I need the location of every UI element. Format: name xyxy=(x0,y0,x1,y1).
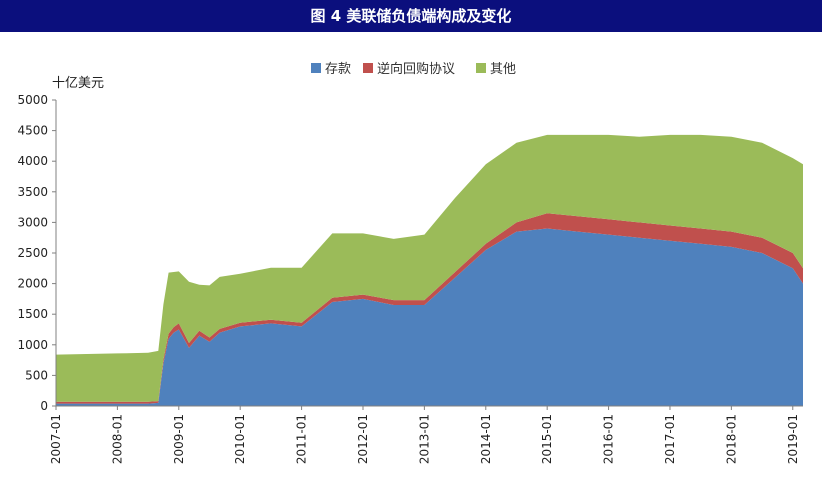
y-tick-label: 500 xyxy=(25,368,48,382)
x-tick-label: 2009-01 xyxy=(172,414,186,464)
area-other xyxy=(56,134,803,402)
y-tick-label: 2000 xyxy=(17,277,48,291)
title-bar xyxy=(0,0,822,32)
legend-swatch-deposits xyxy=(311,63,321,73)
y-tick-label: 0 xyxy=(40,399,48,413)
y-tick-label: 3000 xyxy=(17,215,48,229)
legend: 存款 逆向回购协议 其他 xyxy=(311,61,516,77)
y-tick-label: 2500 xyxy=(17,246,48,260)
y-tick-label: 4000 xyxy=(17,154,48,168)
legend-label-other: 其他 xyxy=(490,62,516,77)
legend-swatch-repo xyxy=(363,63,373,73)
y-tick-label: 1000 xyxy=(17,338,48,352)
x-tick-label: 2016-01 xyxy=(602,414,616,464)
x-tick-label: 2010-01 xyxy=(233,414,247,464)
y-axis-unit-label: 十亿美元 xyxy=(52,76,104,91)
x-tick-label: 2015-01 xyxy=(540,414,554,464)
y-tick-label: 4500 xyxy=(17,124,48,138)
y-tick-label: 1500 xyxy=(17,307,48,321)
x-tick-label: 2017-01 xyxy=(663,414,677,464)
x-tick-label: 2018-01 xyxy=(724,414,738,464)
x-tick-label: 2011-01 xyxy=(295,414,309,464)
x-tick-label: 2019-01 xyxy=(786,414,800,464)
x-tick-label: 2008-01 xyxy=(110,414,124,464)
chart-title: 图 4 美联储负债端构成及变化 xyxy=(310,7,512,25)
x-tick-label: 2014-01 xyxy=(479,414,493,464)
legend-label-deposits: 存款 xyxy=(325,62,351,77)
area-deposits xyxy=(56,228,803,406)
legend-swatch-other xyxy=(476,63,486,73)
x-tick-label: 2007-01 xyxy=(49,414,63,464)
legend-label-repo: 逆向回购协议 xyxy=(377,61,455,77)
x-tick-label: 2012-01 xyxy=(356,414,370,464)
area-reverse-repo xyxy=(56,213,803,404)
y-tick-label: 5000 xyxy=(17,93,48,107)
x-tick-label: 2013-01 xyxy=(417,414,431,464)
y-tick-label: 3500 xyxy=(17,185,48,199)
